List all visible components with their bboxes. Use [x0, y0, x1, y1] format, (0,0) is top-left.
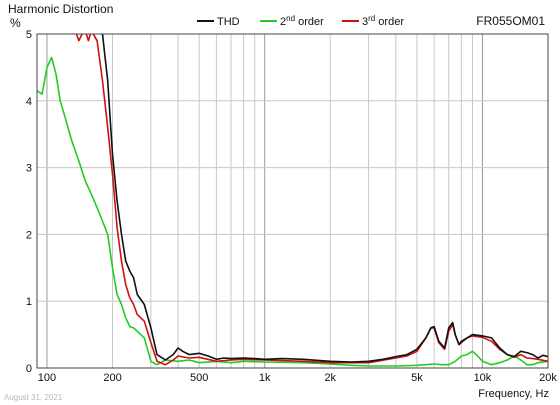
y-tick-label: 0	[26, 363, 32, 375]
chart-title: Harmonic Distortion	[8, 2, 113, 16]
grid	[36, 33, 549, 369]
series-line	[101, 34, 548, 363]
y-axis-unit: %	[10, 16, 21, 30]
plot-frame	[36, 33, 549, 369]
x-tick-label: 10k	[474, 372, 492, 384]
legend: THD 2nd order 3rd order	[197, 14, 404, 28]
date-stamp: August 31, 2021	[4, 393, 63, 402]
y-tick-label: 1	[26, 296, 32, 308]
tick-labels: 0 1 2 3 4 5 100 200 500 1k 2k 5k 10k 20k	[26, 29, 557, 384]
x-axis-label: Frequency, Hz	[478, 388, 549, 400]
x-tick-label: 5k	[411, 372, 423, 384]
x-tick-label: 1k	[259, 372, 271, 384]
y-tick-label: 2	[26, 229, 32, 241]
x-tick-label: 200	[103, 372, 121, 384]
legend-label: 2nd order	[280, 14, 324, 28]
model-name: FR055OM01	[476, 14, 545, 28]
legend-label: THD	[217, 16, 240, 28]
y-tick-label: 4	[26, 96, 32, 108]
series-layer	[37, 34, 548, 367]
y-tick-label: 3	[26, 163, 32, 175]
y-tick-label: 5	[26, 29, 32, 41]
series-line	[37, 56, 548, 367]
x-tick-label: 20k	[539, 372, 557, 384]
series-line	[75, 34, 548, 366]
x-tick-label: 100	[38, 372, 56, 384]
x-tick-label: 500	[190, 372, 208, 384]
legend-label: 3rd order	[362, 14, 404, 28]
x-tick-label: 2k	[324, 372, 336, 384]
